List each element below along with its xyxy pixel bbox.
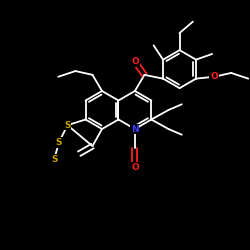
Text: S: S — [64, 121, 71, 130]
Text: S: S — [56, 138, 62, 147]
Text: O: O — [210, 72, 218, 81]
Text: O: O — [131, 162, 139, 172]
Text: O: O — [131, 57, 139, 66]
Text: N: N — [131, 124, 139, 134]
Text: S: S — [51, 155, 58, 164]
